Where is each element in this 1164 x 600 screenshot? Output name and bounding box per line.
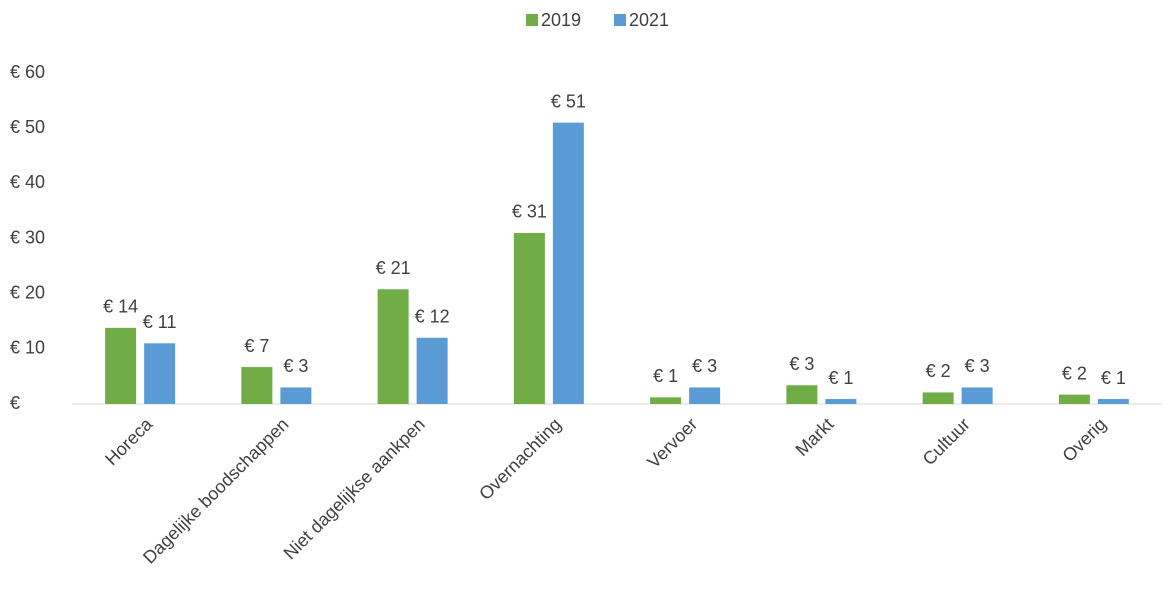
x-tick-label: Dagelijke boodschappen (139, 414, 293, 568)
legend-swatch (614, 14, 626, 26)
bar (1097, 399, 1129, 404)
bar (144, 343, 176, 404)
value-label: € 1 (828, 368, 853, 388)
y-tick-label: € 60 (10, 62, 45, 82)
value-label: € 12 (415, 307, 450, 327)
bar (1058, 394, 1090, 404)
y-tick-label: € 40 (10, 172, 45, 192)
legend-swatch (526, 14, 538, 26)
value-label: € 2 (926, 361, 951, 381)
y-tick-label: € 30 (10, 227, 45, 247)
value-label: € 3 (692, 356, 717, 376)
bar (280, 387, 312, 404)
x-tick-label: Vervoer (643, 414, 701, 472)
x-tick-label: Overig (1058, 414, 1110, 466)
legend-label: 2021 (629, 10, 669, 30)
bar (105, 327, 137, 404)
x-tick-label: Overnachting (475, 414, 565, 504)
x-tick-label: Horeca (101, 413, 157, 469)
bar (922, 392, 954, 404)
y-tick-label: € (10, 393, 20, 413)
bar (377, 289, 409, 404)
value-label: € 14 (103, 297, 138, 317)
value-label: € 3 (789, 354, 814, 374)
value-label: € 21 (376, 258, 411, 278)
value-label: € 7 (244, 336, 269, 356)
y-tick-label: € 10 (10, 338, 45, 358)
bar (416, 337, 448, 404)
value-label: € 31 (512, 202, 547, 222)
y-tick-label: € 50 (10, 117, 45, 137)
bar (650, 397, 682, 404)
bar (786, 385, 818, 404)
bar (552, 122, 584, 405)
bar (825, 399, 857, 404)
y-tick-label: € 20 (10, 282, 45, 302)
value-label: € 3 (965, 356, 990, 376)
value-label: € 3 (283, 356, 308, 376)
bar (961, 387, 993, 404)
value-label: € 51 (551, 91, 586, 111)
value-label: € 11 (143, 312, 177, 332)
x-tick-label: Cultuur (919, 414, 974, 469)
bar (513, 232, 545, 404)
bar (241, 367, 273, 404)
legend-label: 2019 (541, 10, 581, 30)
x-tick-label: Markt (792, 414, 838, 460)
value-label: € 2 (1062, 363, 1087, 383)
bar (689, 387, 721, 404)
value-label: € 1 (1101, 368, 1126, 388)
value-label: € 1 (653, 366, 678, 386)
x-tick-label: Niet dagelijkse aankpen (280, 414, 429, 563)
